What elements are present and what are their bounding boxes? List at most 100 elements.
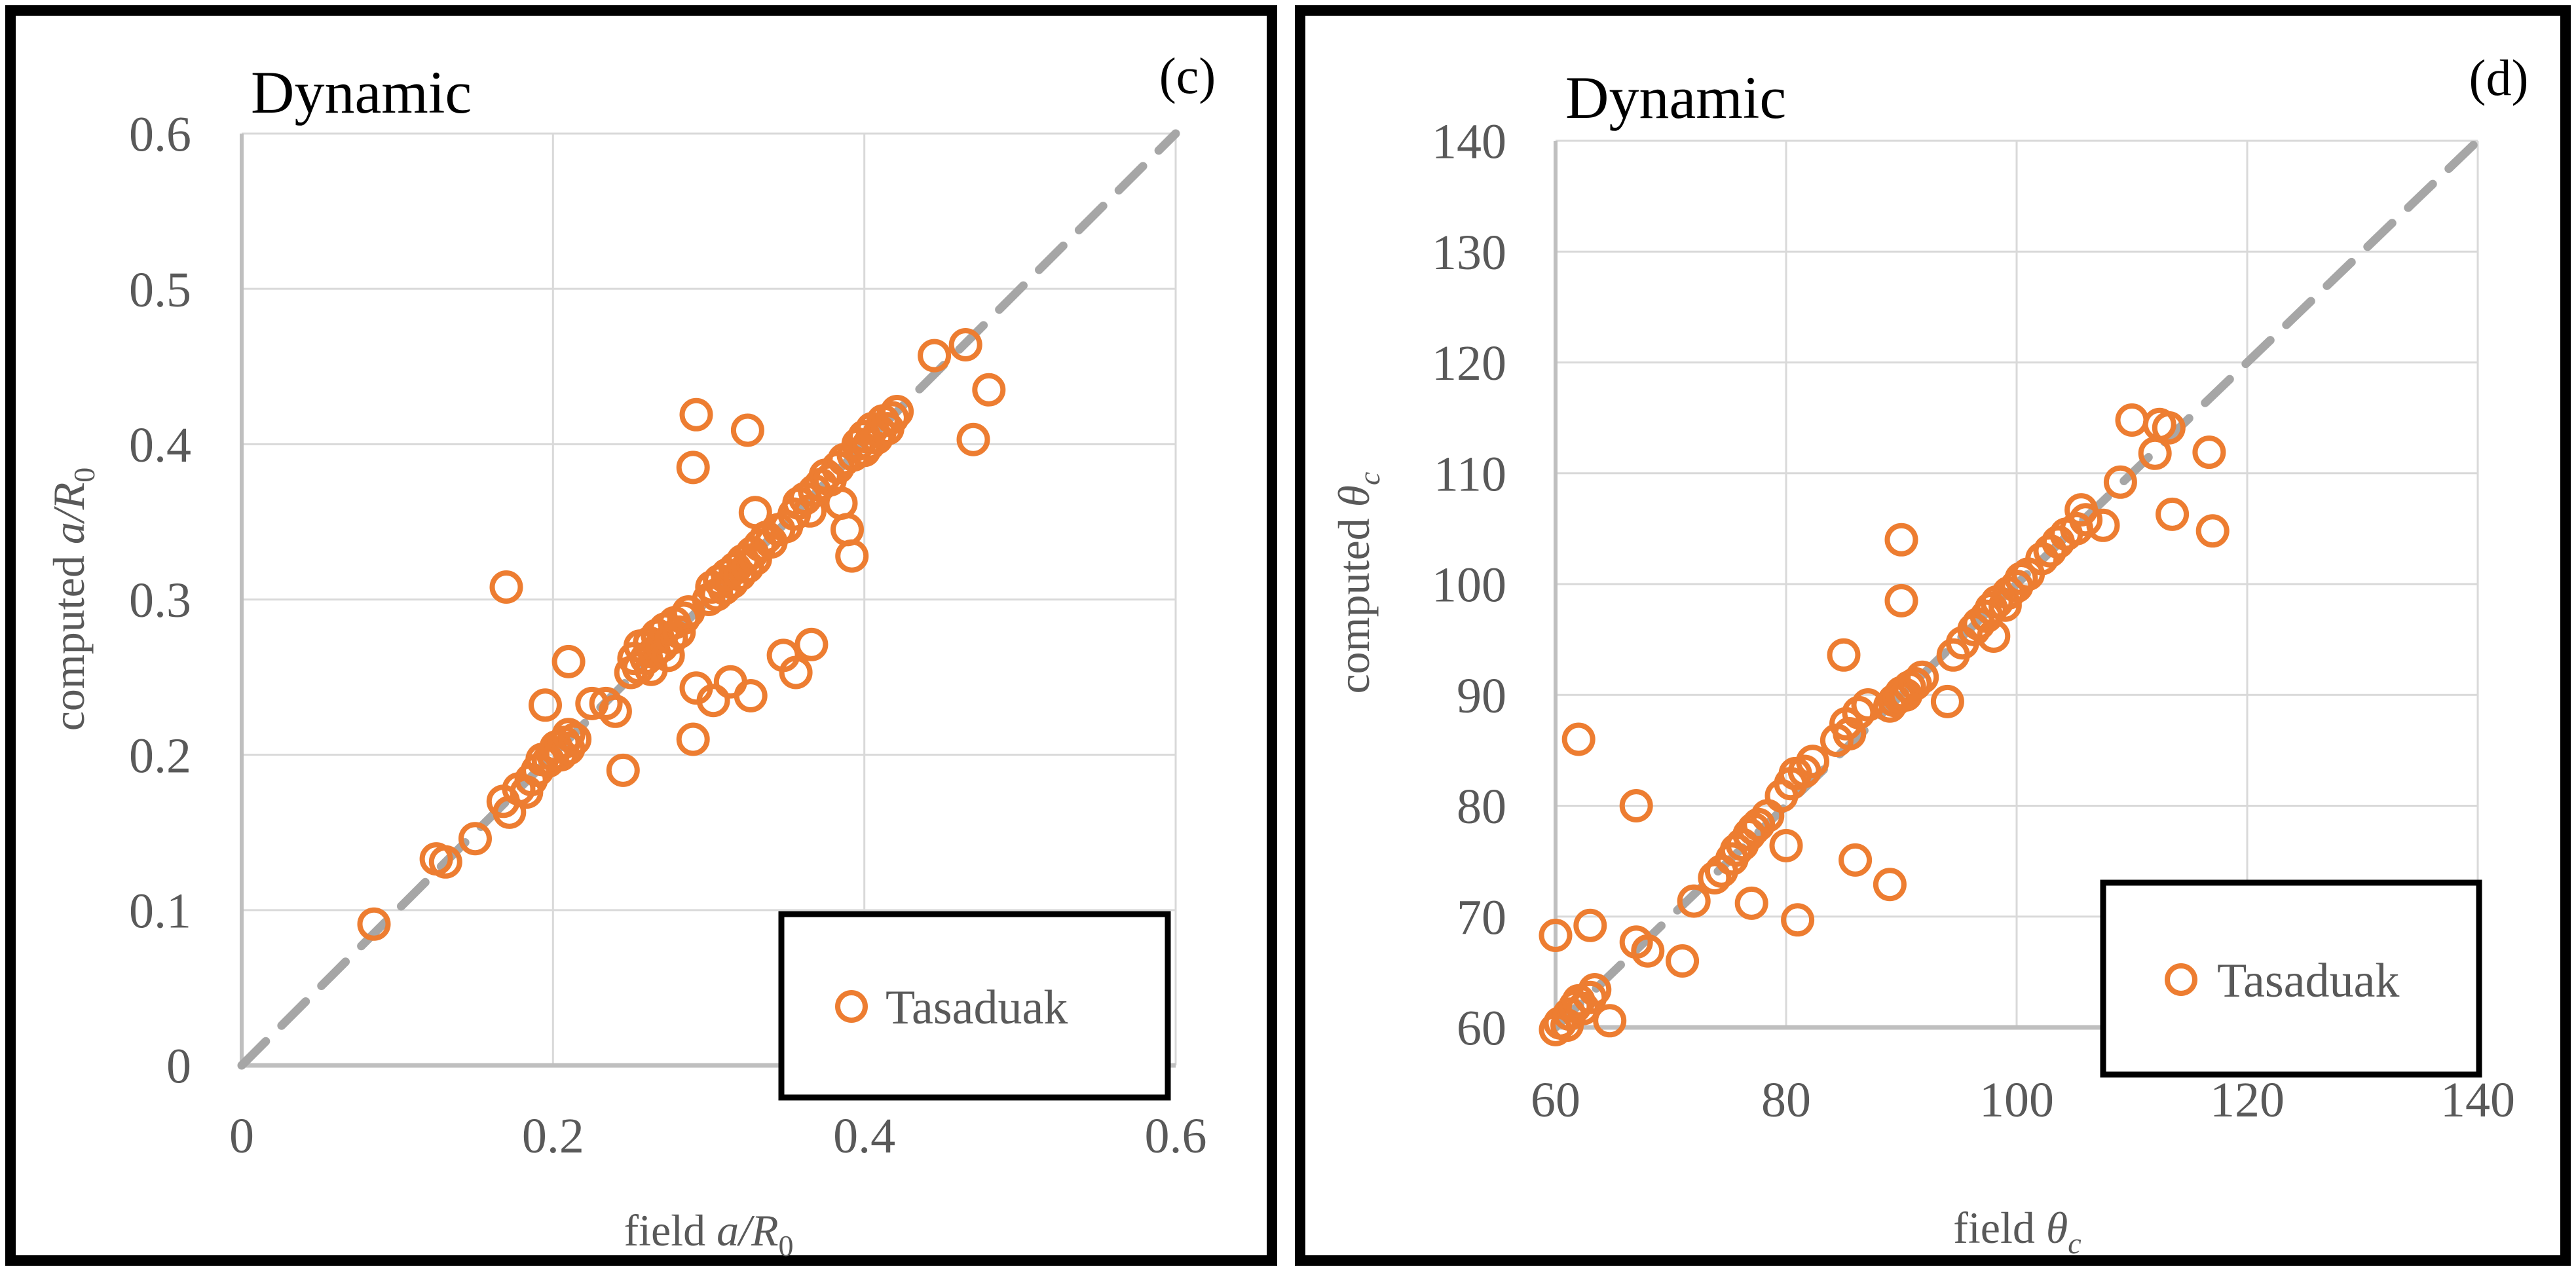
y-tick-label: 130 xyxy=(1432,225,1506,280)
y-tick-label: 0.6 xyxy=(129,107,191,162)
data-point-marker xyxy=(2138,436,2172,470)
data-point-marker xyxy=(1573,908,1607,942)
y-tick-label: 120 xyxy=(1432,336,1506,391)
data-point-marker xyxy=(972,373,1006,407)
y-tick-label: 0 xyxy=(166,1039,191,1094)
scatter-points xyxy=(1539,403,2230,1046)
data-point-marker xyxy=(1734,886,1768,920)
data-point-marker xyxy=(1666,944,1700,978)
data-point-marker xyxy=(824,487,858,520)
data-point-marker xyxy=(1827,638,1861,672)
y-tick-label: 70 xyxy=(1457,890,1506,945)
x-axis-title-symbol: θ xyxy=(2046,1203,2068,1253)
scatter-points xyxy=(357,328,1006,941)
data-point-marker xyxy=(662,615,696,649)
panel-label: (c) xyxy=(1159,47,1216,104)
data-point-marker xyxy=(1698,861,1732,894)
data-point-marker xyxy=(779,655,813,690)
data-point-marker xyxy=(1578,973,1612,1006)
y-axis-title-prefix: computed xyxy=(44,544,94,731)
panel-border xyxy=(1295,5,2571,1266)
data-point-marker xyxy=(357,907,391,941)
data-point-marker xyxy=(1742,807,1776,841)
data-point-marker xyxy=(1781,903,1815,937)
x-axis-title-subscript: 0 xyxy=(779,1229,794,1262)
y-tick-label: 0.1 xyxy=(129,883,191,938)
data-point-marker xyxy=(2156,497,2190,531)
x-tick-label: 120 xyxy=(2210,1073,2285,1128)
data-point-marker xyxy=(2192,435,2226,470)
data-point-marker xyxy=(598,694,632,728)
legend-border xyxy=(778,911,1171,1101)
data-point-marker xyxy=(696,684,730,718)
data-point-marker xyxy=(589,686,623,720)
y-tick-label: 0.2 xyxy=(129,728,191,783)
data-point-marker xyxy=(489,570,523,604)
x-axis-title-prefix: field xyxy=(1953,1203,2046,1253)
gridlines xyxy=(242,132,1177,1065)
data-point-marker xyxy=(679,397,713,432)
x-axis-title: field a/R0 xyxy=(624,1206,793,1262)
data-point-marker xyxy=(428,845,462,879)
data-point-marker xyxy=(2103,465,2137,499)
data-point-marker xyxy=(2064,493,2099,527)
data-point-marker xyxy=(831,513,864,547)
data-point-marker xyxy=(875,401,909,435)
x-axis-title-prefix: field xyxy=(624,1206,717,1255)
legend-marker-icon xyxy=(2165,963,2197,996)
data-point-marker xyxy=(558,722,592,756)
legend: Tasaduak xyxy=(778,911,1171,1101)
y-tick-label: 110 xyxy=(1434,447,1506,502)
chart-title: Dynamic xyxy=(1565,64,1786,131)
data-point-marker xyxy=(713,665,747,699)
data-point-marker xyxy=(2115,403,2149,437)
data-point-marker xyxy=(1884,583,1918,617)
panel-label: (d) xyxy=(2469,49,2529,106)
data-point-marker xyxy=(835,539,869,573)
x-tick-label: 80 xyxy=(1761,1073,1811,1128)
y-tick-label: 90 xyxy=(1457,669,1506,724)
data-point-marker xyxy=(1842,695,1876,729)
data-point-marker xyxy=(676,451,710,485)
data-point-marker xyxy=(730,413,764,447)
y-axis-title-symbol: a/R xyxy=(44,483,94,544)
y-tick-label: 0.4 xyxy=(129,418,191,473)
legend-series-label: Tasaduak xyxy=(886,981,1068,1035)
x-axis-title-symbol: a/R xyxy=(717,1206,778,1255)
panel-border xyxy=(5,5,1277,1266)
data-point-marker xyxy=(1619,789,1653,822)
data-point-marker xyxy=(734,679,768,712)
data-point-marker xyxy=(1873,868,1907,902)
identity-line xyxy=(237,129,1180,1070)
data-point-marker xyxy=(551,718,586,752)
chart-title: Dynamic xyxy=(251,59,472,126)
y-axis-title-prefix: computed xyxy=(1329,507,1379,693)
data-point-marker xyxy=(956,422,990,456)
x-axis-title-subscript: c xyxy=(2068,1226,2081,1260)
panel-d: 60 80 100 120 140 60 70 80 90 100 110 120 130 140 Dyn… xyxy=(1295,5,2571,1266)
data-point-marker xyxy=(1539,919,1573,952)
data-point-marker xyxy=(1884,523,1918,557)
y-axis-title: computed θc xyxy=(1329,472,1386,694)
y-tick-label: 60 xyxy=(1457,1001,1506,1056)
x-tick-label: 140 xyxy=(2440,1073,2515,1128)
data-point-marker xyxy=(606,753,640,787)
data-point-marker xyxy=(667,601,701,635)
x-tick-label: 0.2 xyxy=(522,1109,584,1164)
data-point-marker xyxy=(794,627,829,661)
data-point-marker xyxy=(1732,818,1766,851)
y-tick-label: 100 xyxy=(1432,558,1506,613)
data-point-marker xyxy=(676,722,710,756)
data-point-marker xyxy=(918,339,952,373)
data-point-marker xyxy=(948,328,982,361)
data-point-marker xyxy=(880,395,914,428)
data-point-marker xyxy=(2195,514,2230,548)
data-point-marker xyxy=(529,688,562,722)
data-point-marker xyxy=(1593,1004,1627,1038)
y-axis-title-subscript: c xyxy=(1353,472,1386,485)
y-tick-label: 140 xyxy=(1432,115,1506,170)
x-tick-label: 60 xyxy=(1531,1073,1580,1128)
data-point-marker xyxy=(1905,660,1939,694)
x-axis-title: field θc xyxy=(1953,1203,2081,1260)
